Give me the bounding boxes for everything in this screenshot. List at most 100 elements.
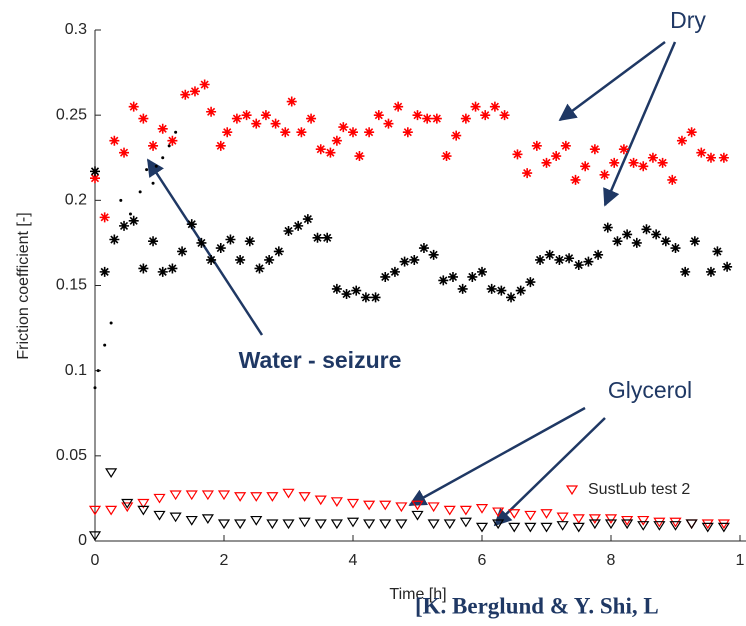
point [234, 519, 247, 530]
series [90, 79, 729, 223]
point [331, 283, 342, 294]
point [346, 498, 360, 509]
point [460, 113, 471, 124]
point [138, 113, 149, 124]
point [570, 174, 581, 185]
point [412, 110, 423, 121]
point [380, 271, 391, 282]
point [492, 519, 505, 530]
point [467, 271, 478, 282]
y-tick-label: 0 [78, 532, 87, 549]
point [602, 222, 613, 233]
point [286, 96, 297, 107]
point [604, 514, 618, 524]
point [427, 519, 440, 530]
point [231, 113, 242, 124]
point [470, 101, 481, 112]
point [225, 234, 236, 245]
point [718, 152, 729, 163]
point [169, 512, 182, 523]
point [119, 198, 123, 202]
point [506, 292, 517, 303]
point [201, 490, 214, 501]
point [354, 151, 365, 162]
annotation: Dry [670, 7, 706, 33]
point [588, 519, 601, 530]
point [524, 522, 537, 533]
point [338, 122, 349, 133]
point [169, 490, 182, 501]
point [447, 271, 458, 282]
point [525, 277, 536, 288]
point [331, 135, 342, 146]
point [250, 492, 263, 502]
point [411, 510, 424, 521]
point [148, 236, 159, 247]
point [653, 521, 666, 531]
x-axis-label: Time [h] [389, 586, 446, 603]
point [486, 283, 497, 294]
point [475, 504, 489, 514]
point [282, 519, 295, 530]
point [669, 521, 682, 531]
legend: SustLub test 2 [560, 472, 746, 508]
point [167, 135, 178, 146]
point [589, 144, 600, 155]
point [383, 118, 394, 129]
point [235, 254, 246, 265]
point [689, 236, 700, 247]
point [250, 515, 263, 526]
point [189, 86, 200, 97]
point [322, 232, 333, 243]
point [273, 246, 284, 257]
point [641, 224, 652, 235]
point [93, 386, 97, 390]
y-tick-label: 0.2 [65, 192, 87, 209]
point [604, 519, 618, 530]
point [647, 152, 658, 163]
point [196, 237, 207, 248]
point [489, 101, 500, 112]
y-tick-label: 0.05 [56, 447, 87, 464]
point [705, 266, 716, 277]
point [651, 229, 662, 240]
point [583, 256, 594, 267]
point [638, 161, 649, 172]
point [712, 246, 723, 257]
point [241, 110, 252, 121]
point [137, 498, 150, 509]
point [427, 502, 440, 513]
point [244, 236, 255, 247]
point [535, 254, 546, 265]
point [215, 243, 226, 254]
point [443, 505, 456, 516]
point [348, 127, 358, 138]
point [609, 157, 620, 168]
point [315, 144, 326, 155]
y-tick-label: 0.15 [56, 277, 87, 294]
point [477, 266, 487, 277]
point [373, 110, 384, 121]
point [457, 283, 468, 294]
point [109, 135, 120, 146]
point [154, 164, 158, 168]
point [717, 522, 730, 533]
point [512, 149, 523, 160]
point [103, 343, 107, 347]
point [379, 500, 392, 511]
point [531, 140, 542, 151]
point [128, 212, 132, 216]
point [153, 510, 166, 521]
point [138, 190, 142, 194]
point [145, 168, 149, 172]
point [618, 144, 629, 155]
point [138, 263, 149, 274]
point [293, 220, 304, 231]
point [628, 157, 639, 168]
annotation: Glycerol [608, 377, 692, 403]
point [341, 289, 352, 300]
point [346, 517, 360, 528]
point [475, 522, 489, 533]
point [395, 502, 408, 513]
